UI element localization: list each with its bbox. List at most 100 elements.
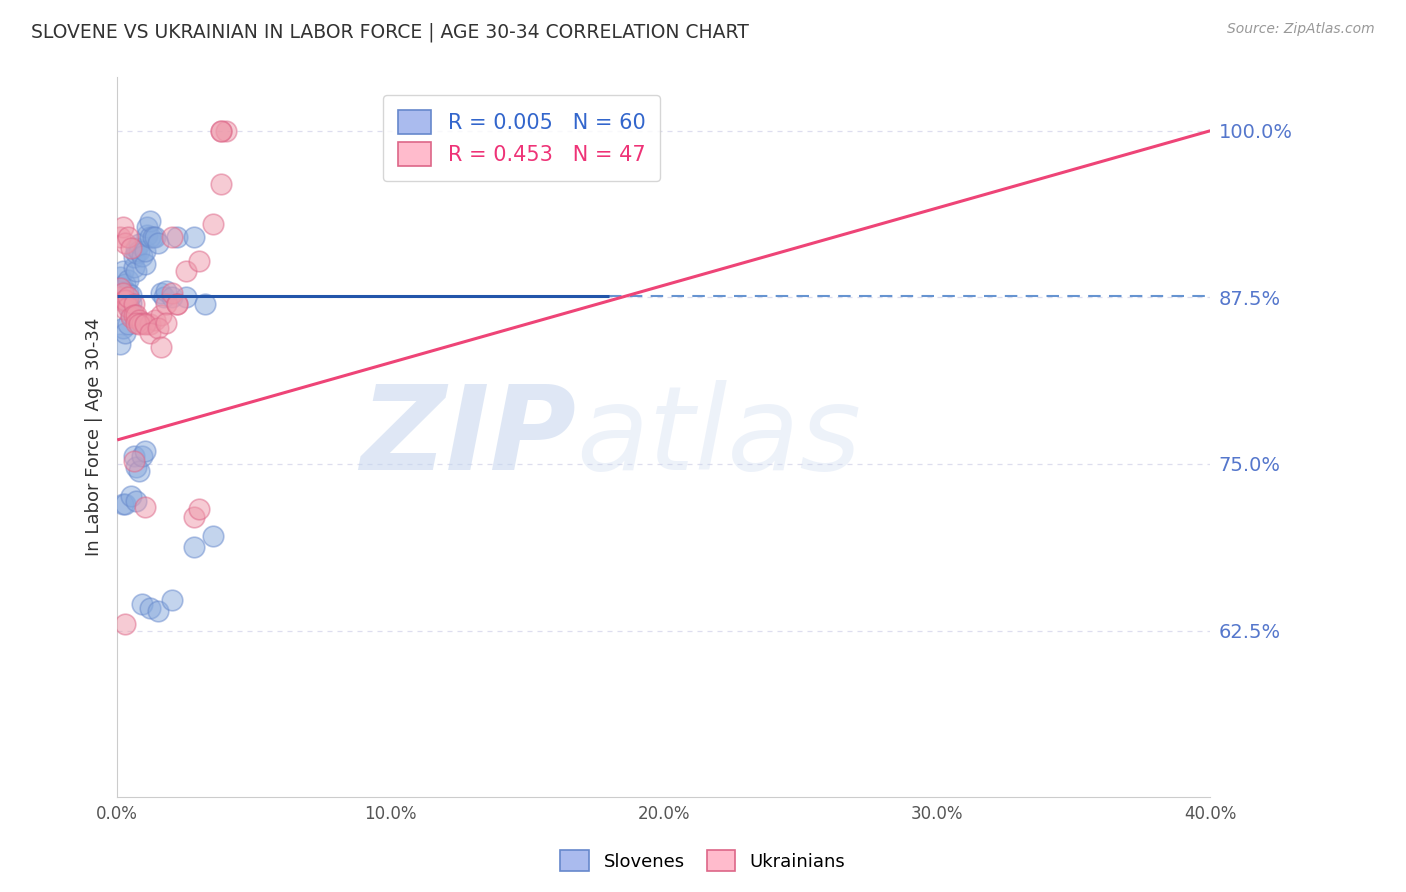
Point bbox=[174, 263, 197, 277]
Point bbox=[188, 502, 211, 516]
Point bbox=[145, 313, 167, 327]
Point bbox=[174, 290, 197, 304]
Point bbox=[134, 257, 156, 271]
Point bbox=[149, 286, 172, 301]
Point bbox=[117, 300, 139, 314]
Point bbox=[139, 230, 162, 244]
Point bbox=[114, 302, 136, 317]
Point bbox=[108, 270, 131, 285]
Point bbox=[160, 593, 183, 607]
Point bbox=[201, 529, 224, 543]
Point bbox=[134, 316, 156, 330]
Text: atlas: atlas bbox=[576, 380, 862, 494]
Text: Source: ZipAtlas.com: Source: ZipAtlas.com bbox=[1227, 22, 1375, 37]
Point bbox=[148, 235, 170, 250]
Point bbox=[131, 449, 153, 463]
Point bbox=[125, 263, 148, 277]
Point bbox=[149, 308, 172, 322]
Point bbox=[120, 303, 142, 318]
Point bbox=[128, 237, 150, 252]
Point bbox=[125, 246, 148, 260]
Point bbox=[111, 321, 134, 335]
Point bbox=[183, 540, 205, 554]
Point bbox=[134, 443, 156, 458]
Point bbox=[188, 254, 211, 268]
Point bbox=[114, 616, 136, 631]
Point bbox=[120, 241, 142, 255]
Point bbox=[201, 217, 224, 231]
Point bbox=[120, 489, 142, 503]
Point bbox=[128, 244, 150, 258]
Point bbox=[117, 230, 139, 244]
Point bbox=[209, 177, 232, 191]
Point bbox=[136, 219, 159, 234]
Point bbox=[166, 230, 188, 244]
Point bbox=[114, 294, 136, 309]
Point bbox=[131, 597, 153, 611]
Point bbox=[117, 297, 139, 311]
Point bbox=[117, 286, 139, 301]
Point bbox=[114, 277, 136, 291]
Point bbox=[139, 214, 162, 228]
Point bbox=[209, 124, 232, 138]
Point bbox=[122, 308, 145, 322]
Point bbox=[125, 494, 148, 508]
Point bbox=[125, 241, 148, 255]
Point bbox=[134, 500, 156, 514]
Point bbox=[108, 281, 131, 295]
Text: SLOVENE VS UKRAINIAN IN LABOR FORCE | AGE 30-34 CORRELATION CHART: SLOVENE VS UKRAINIAN IN LABOR FORCE | AG… bbox=[31, 22, 749, 42]
Point bbox=[122, 454, 145, 468]
Point bbox=[134, 244, 156, 258]
Point bbox=[166, 297, 188, 311]
Point bbox=[114, 285, 136, 299]
Point bbox=[215, 124, 238, 138]
Point bbox=[166, 297, 188, 311]
Point bbox=[183, 230, 205, 244]
Point bbox=[139, 600, 162, 615]
Point bbox=[145, 230, 167, 244]
Point bbox=[108, 230, 131, 244]
Point bbox=[139, 326, 162, 341]
Point bbox=[120, 295, 142, 310]
Point bbox=[108, 289, 131, 303]
Point bbox=[122, 449, 145, 463]
Point bbox=[117, 317, 139, 331]
Point bbox=[194, 297, 217, 311]
Point bbox=[114, 497, 136, 511]
Point bbox=[128, 464, 150, 478]
Point bbox=[148, 603, 170, 617]
Point bbox=[117, 290, 139, 304]
Point bbox=[155, 316, 177, 330]
Point bbox=[120, 287, 142, 301]
Point bbox=[114, 235, 136, 250]
Point bbox=[114, 293, 136, 307]
Point bbox=[114, 326, 136, 341]
Point bbox=[139, 317, 162, 331]
Point bbox=[122, 260, 145, 274]
Point bbox=[111, 263, 134, 277]
Point bbox=[111, 281, 134, 295]
Point bbox=[108, 290, 131, 304]
Point bbox=[120, 308, 142, 322]
Legend: R = 0.005   N = 60, R = 0.453   N = 47: R = 0.005 N = 60, R = 0.453 N = 47 bbox=[384, 95, 659, 181]
Point bbox=[122, 297, 145, 311]
Point bbox=[148, 321, 170, 335]
Point bbox=[108, 337, 131, 351]
Point bbox=[160, 290, 183, 304]
Point bbox=[120, 310, 142, 325]
Point bbox=[160, 230, 183, 244]
Point bbox=[108, 281, 131, 295]
Point bbox=[111, 294, 134, 309]
Point bbox=[209, 124, 232, 138]
Point bbox=[183, 510, 205, 524]
Point bbox=[134, 317, 156, 331]
Point bbox=[125, 459, 148, 474]
Point bbox=[125, 316, 148, 330]
Point bbox=[111, 497, 134, 511]
Point bbox=[111, 219, 134, 234]
Point bbox=[131, 316, 153, 330]
Point bbox=[155, 297, 177, 311]
Point bbox=[111, 290, 134, 304]
Point bbox=[111, 286, 134, 301]
Point bbox=[128, 313, 150, 327]
